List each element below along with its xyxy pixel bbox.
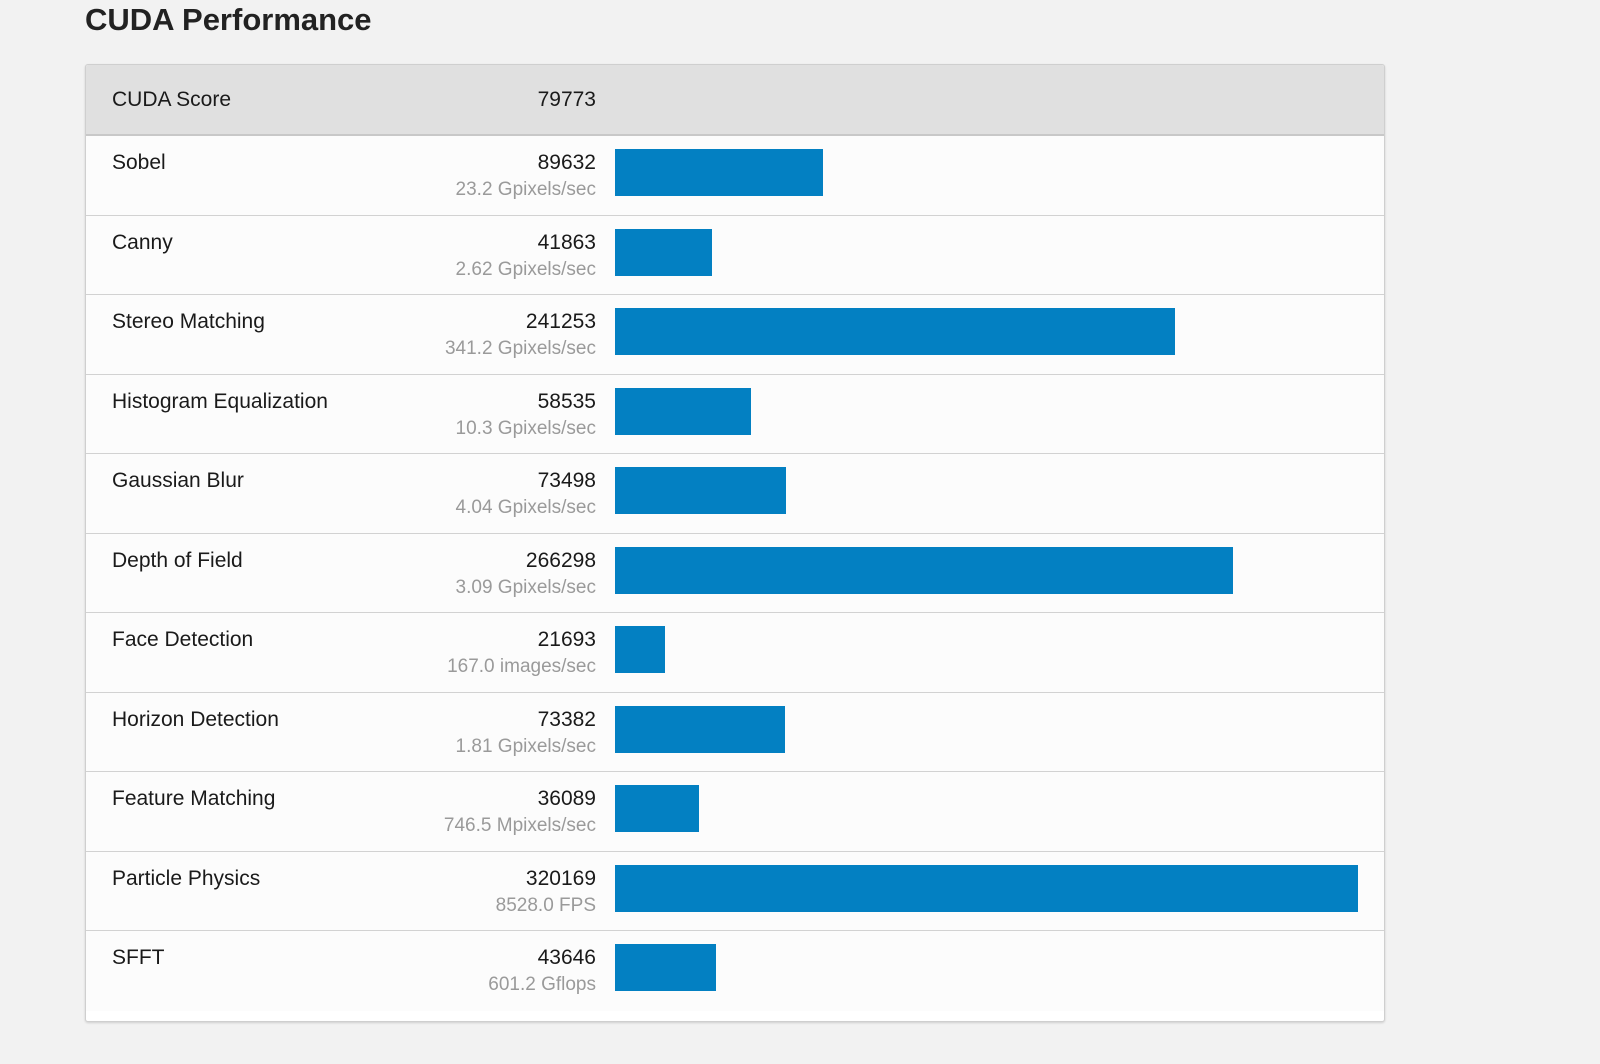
score-bar <box>615 387 751 435</box>
score-bar <box>615 228 712 276</box>
score-bar <box>615 785 699 832</box>
benchmark-throughput: 10.3 Gpixels/sec <box>455 417 596 439</box>
table-row: Stereo Matching 241253 341.2 Gpixels/sec <box>86 295 1384 375</box>
benchmark-throughput: 601.2 Gflops <box>488 974 596 995</box>
benchmark-score: 241253 <box>525 310 596 333</box>
table-row: Histogram Equalization 58535 10.3 Gpixels/… <box>86 374 1384 454</box>
benchmark-name: Sobel <box>112 151 166 174</box>
score-bar <box>615 308 1175 355</box>
benchmark-name: Canny <box>112 230 173 254</box>
score-bar <box>615 467 786 514</box>
table-row: Depth of Field 266298 3.09 Gpixels/sec <box>86 533 1384 613</box>
table-row: Sobel 89632 23.2 Gpixels/sec <box>86 136 1384 216</box>
benchmark-name: Stereo Matching <box>112 310 265 333</box>
benchmark-throughput: 4.04 Gpixels/sec <box>455 497 596 518</box>
score-bar <box>615 944 716 991</box>
benchmark-throughput: 167.0 images/sec <box>447 656 596 677</box>
page-title: CUDA Performance <box>85 2 372 37</box>
cuda-score-label: CUDA Score <box>112 88 232 111</box>
table-row: Feature Matching 36089 746.5 Mpixels/sec <box>86 772 1384 852</box>
benchmark-throughput: 2.62 Gpixels/sec <box>455 258 596 280</box>
score-bar <box>615 705 785 753</box>
table-row: Horizon Detection 73382 1.81 Gpixels/sec <box>86 692 1384 772</box>
benchmark-throughput: 1.81 Gpixels/sec <box>455 735 596 757</box>
score-bar <box>615 149 823 196</box>
benchmark-score: 320169 <box>525 866 596 890</box>
benchmark-name: Particle Physics <box>112 866 261 890</box>
benchmark-name: Face Detection <box>112 628 254 651</box>
benchmark-score: 58535 <box>537 389 596 413</box>
benchmark-name: Horizon Detection <box>112 707 279 731</box>
table-row: Gaussian Blur 73498 4.04 Gpixels/sec <box>86 454 1384 534</box>
benchmark-score: 21693 <box>537 628 596 651</box>
cuda-score-header: CUDA Score 79773 <box>86 65 1384 136</box>
benchmark-throughput: 23.2 Gpixels/sec <box>455 179 596 200</box>
benchmark-throughput: 746.5 Mpixels/sec <box>443 815 596 836</box>
benchmark-score: 73498 <box>537 469 596 492</box>
benchmark-score: 41863 <box>537 230 596 254</box>
benchmark-throughput: 3.09 Gpixels/sec <box>455 576 596 598</box>
table-row: Particle Physics 320169 8528.0 FPS <box>86 851 1384 931</box>
benchmark-throughput: 341.2 Gpixels/sec <box>444 338 596 359</box>
benchmark-name: Depth of Field <box>112 548 243 572</box>
benchmark-rows: Sobel 89632 23.2 Gpixels/sec Canny 41863 2.62… <box>86 136 1384 1011</box>
score-bar <box>615 864 1358 912</box>
benchmark-score: 73382 <box>537 707 596 731</box>
benchmark-name: Feature Matching <box>112 787 276 810</box>
cuda-results-table: CUDA Score 79773 Sobel 89632 23.2 Gpixels/… <box>85 64 1385 1022</box>
score-bar <box>615 546 1233 594</box>
benchmark-score: 36089 <box>537 787 596 810</box>
benchmark-name: Histogram Equalization <box>112 389 328 413</box>
table-row: SFFT 43646 601.2 Gflops <box>86 931 1384 1011</box>
benchmark-score: 43646 <box>537 946 596 969</box>
benchmark-name: SFFT <box>112 946 165 969</box>
cuda-score-value: 79773 <box>537 88 596 111</box>
table-row: Face Detection 21693 167.0 images/sec <box>86 613 1384 693</box>
benchmark-score: 89632 <box>537 151 596 174</box>
table-row: Canny 41863 2.62 Gpixels/sec <box>86 215 1384 295</box>
benchmark-score: 266298 <box>525 548 596 572</box>
benchmark-name: Gaussian Blur <box>112 469 244 492</box>
benchmark-throughput: 8528.0 FPS <box>495 894 596 916</box>
score-bar <box>615 626 665 673</box>
